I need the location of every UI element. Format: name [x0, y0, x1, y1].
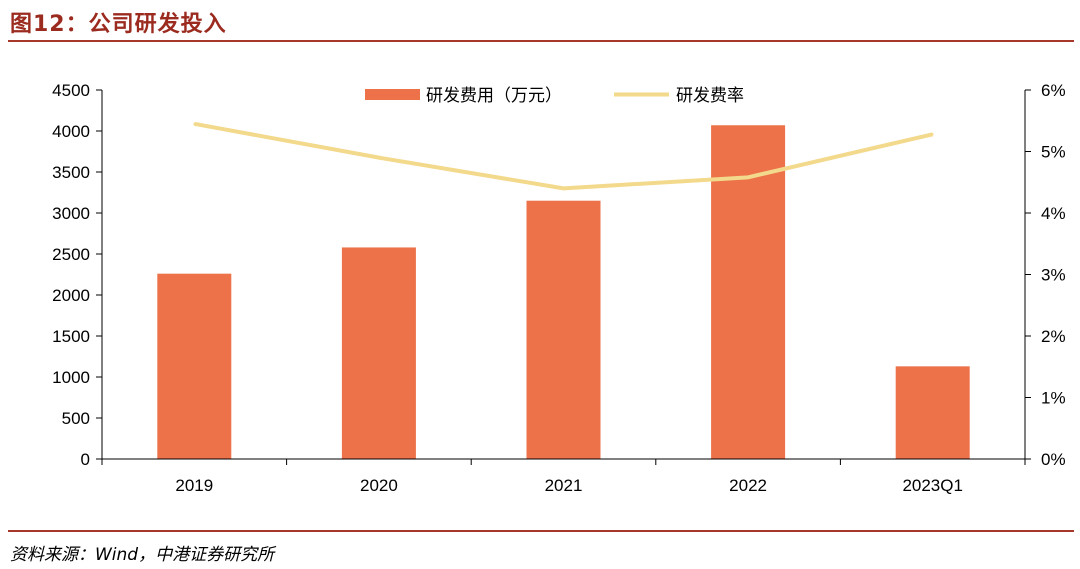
rate-point-2020: [377, 156, 380, 159]
left-tick-label: 2500: [52, 245, 90, 264]
left-tick-label: 3000: [52, 204, 90, 223]
bar-2023Q1: [895, 366, 970, 459]
rate-point-2022: [747, 176, 750, 179]
bar-2022: [711, 125, 786, 459]
left-tick-label: 4500: [52, 81, 90, 100]
x-tick-label: 2019: [175, 476, 213, 495]
legend-swatch-bar: [365, 89, 420, 100]
right-tick-label: 3%: [1041, 266, 1066, 285]
left-tick-label: 1500: [52, 327, 90, 346]
legend-label-line: 研发费率: [676, 86, 744, 106]
right-tick-label: 4%: [1041, 204, 1066, 223]
bar-2019: [157, 273, 232, 459]
axes: 0 500 1000 1500 2000 2500 3000 3500 4000 4500 0% 1%…: [52, 81, 1065, 495]
x-tick-label: 2022: [729, 476, 767, 495]
rate-point-2019: [193, 122, 196, 125]
right-tick-label: 0%: [1041, 450, 1066, 469]
left-tick-label: 0: [81, 450, 90, 469]
x-tick-label: 2020: [360, 476, 398, 495]
chart-title: 图12：公司研发投入: [10, 12, 227, 37]
right-tick-label: 1%: [1041, 389, 1066, 408]
legend: 研发费用（万元） 研发费率: [365, 86, 744, 106]
source-note: 资料来源：Wind，中港证券研究所: [10, 545, 275, 565]
left-tick-label: 4000: [52, 122, 90, 141]
bar-2021: [526, 200, 601, 459]
left-tick-label: 500: [62, 409, 90, 428]
rate-line: [193, 121, 934, 191]
x-tick-label: 2023Q1: [902, 476, 963, 495]
rate-point-2021: [562, 187, 565, 190]
combo-chart: 0 500 1000 1500 2000 2500 3000 3500 4000 4500 0% 1%…: [52, 81, 1065, 495]
line-series: [193, 121, 934, 191]
x-tick-label: 2021: [545, 476, 583, 495]
bar-2020: [341, 247, 416, 459]
right-tick-label: 2%: [1041, 327, 1066, 346]
left-tick-label: 1000: [52, 368, 90, 387]
right-tick-label: 5%: [1041, 143, 1066, 162]
left-tick-label: 2000: [52, 286, 90, 305]
header-rule: [8, 40, 1074, 42]
left-tick-label: 3500: [52, 163, 90, 182]
bar-series: [157, 125, 970, 459]
rate-point-2023Q1: [931, 133, 934, 136]
right-tick-label: 6%: [1041, 81, 1066, 100]
legend-label-bar: 研发费用（万元）: [426, 86, 562, 106]
footer-rule: [8, 530, 1074, 532]
